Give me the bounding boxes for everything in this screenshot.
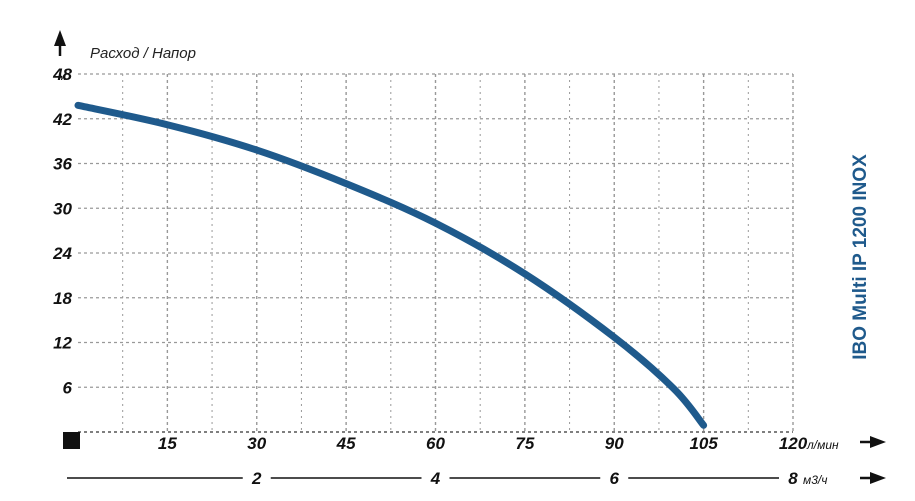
- x-tick-label: 30: [247, 434, 266, 453]
- x-tick-labels: 15 30 45 60 75 90 105 120: [158, 434, 808, 453]
- x2-tick-label: 4: [430, 469, 441, 488]
- x-axis-arrow: [860, 436, 886, 448]
- x2-tick-label: 2: [251, 469, 262, 488]
- y-tick-label: 24: [52, 244, 72, 263]
- x-tick-label: 75: [515, 434, 534, 453]
- y-axis-title: Расход / Напор: [90, 45, 196, 62]
- x-tick-label: 120: [779, 434, 808, 453]
- x2-tick-label: 6: [610, 469, 620, 488]
- x-tick-label: 15: [158, 434, 177, 453]
- chart-title: IBO Multi IP 1200 INOX: [850, 154, 871, 360]
- x-tick-label: 45: [336, 434, 356, 453]
- y-tick-label: 36: [53, 155, 72, 174]
- x2-tick-label: 8: [788, 469, 798, 488]
- y-tick-label: 48: [52, 65, 72, 84]
- x-axis-unit: л/мин: [806, 438, 839, 452]
- y-tick-label: 6: [63, 378, 73, 397]
- origin-marker: [63, 432, 80, 449]
- x2-axis-arrow: [860, 472, 886, 484]
- y-tick-labels: 6 12 18 24 30 36 42 48: [52, 65, 72, 397]
- y-tick-label: 18: [53, 289, 72, 308]
- series-line-head-curve: [74, 101, 708, 429]
- x2-axis-unit: м3/ч: [803, 473, 827, 487]
- x-tick-label: 90: [605, 434, 624, 453]
- y-tick-label: 42: [52, 110, 72, 129]
- y-axis-arrow: [54, 30, 66, 56]
- y-tick-label: 30: [53, 199, 72, 218]
- y-axis-unit: м: [58, 69, 66, 83]
- x-tick-label: 60: [426, 434, 445, 453]
- y-tick-label: 12: [53, 334, 72, 353]
- x-tick-label: 105: [689, 434, 718, 453]
- secondary-x-axis: 2 4 6 8: [67, 469, 798, 488]
